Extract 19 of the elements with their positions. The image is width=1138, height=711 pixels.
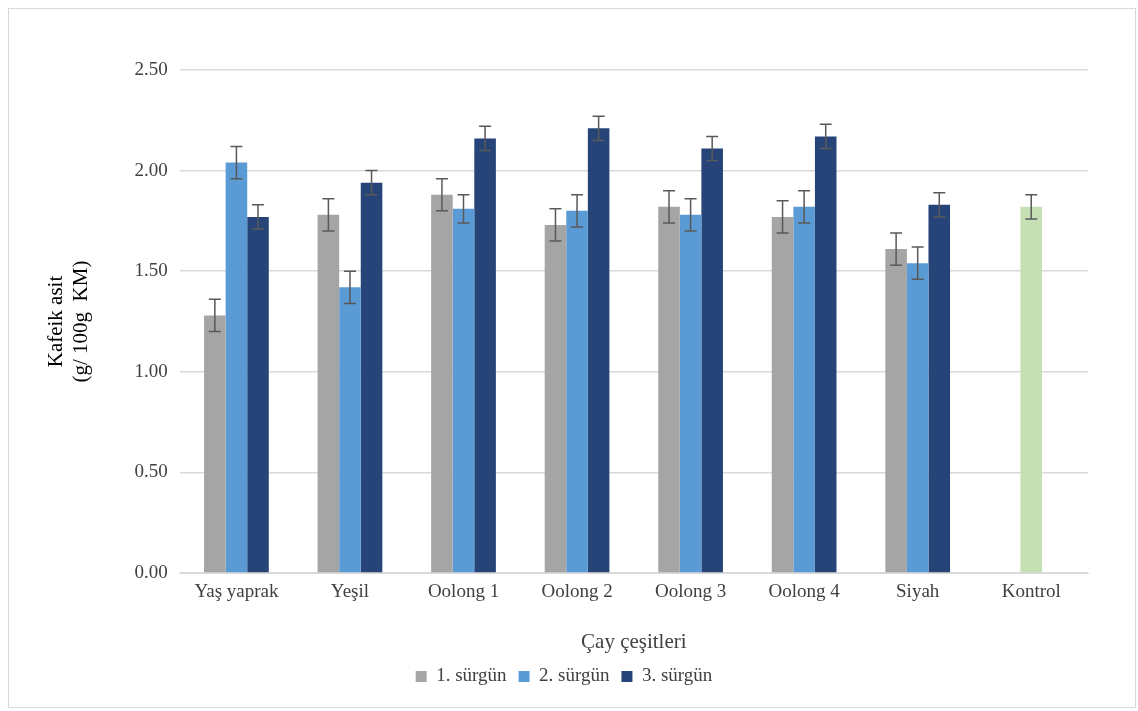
y-tick-label: 0.00 <box>134 560 168 582</box>
x-tick-label: Oolong 4 <box>768 580 841 602</box>
x-tick-label: Kontrol <box>1001 580 1061 602</box>
legend-label: 2. sürgün <box>539 664 610 686</box>
y-axis-title: Kafeik asit (g/ 100g KM) <box>43 260 93 383</box>
y-tick-label: 0.50 <box>134 460 168 482</box>
legend-label: 1. sürgün <box>436 664 508 686</box>
x-tick-label: Yeşil <box>330 580 370 602</box>
x-tick-label: Oolong 2 <box>541 580 613 602</box>
legend-label: 3. sürgün <box>641 664 713 686</box>
x-tick-label: Siyah <box>896 580 940 602</box>
x-tick-label: Yaş yaprak <box>194 580 279 602</box>
y-tick-label: 2.00 <box>134 158 168 180</box>
x-tick-label: Oolong 1 <box>427 580 500 602</box>
y-tick-label: 2.50 <box>134 57 168 79</box>
y-tick-label: 1.00 <box>134 359 168 381</box>
y-tick-label: 1.50 <box>134 259 168 281</box>
x-axis-title: Çay çeşitleri <box>581 628 687 653</box>
x-tick-label: Oolong 3 <box>654 580 727 602</box>
